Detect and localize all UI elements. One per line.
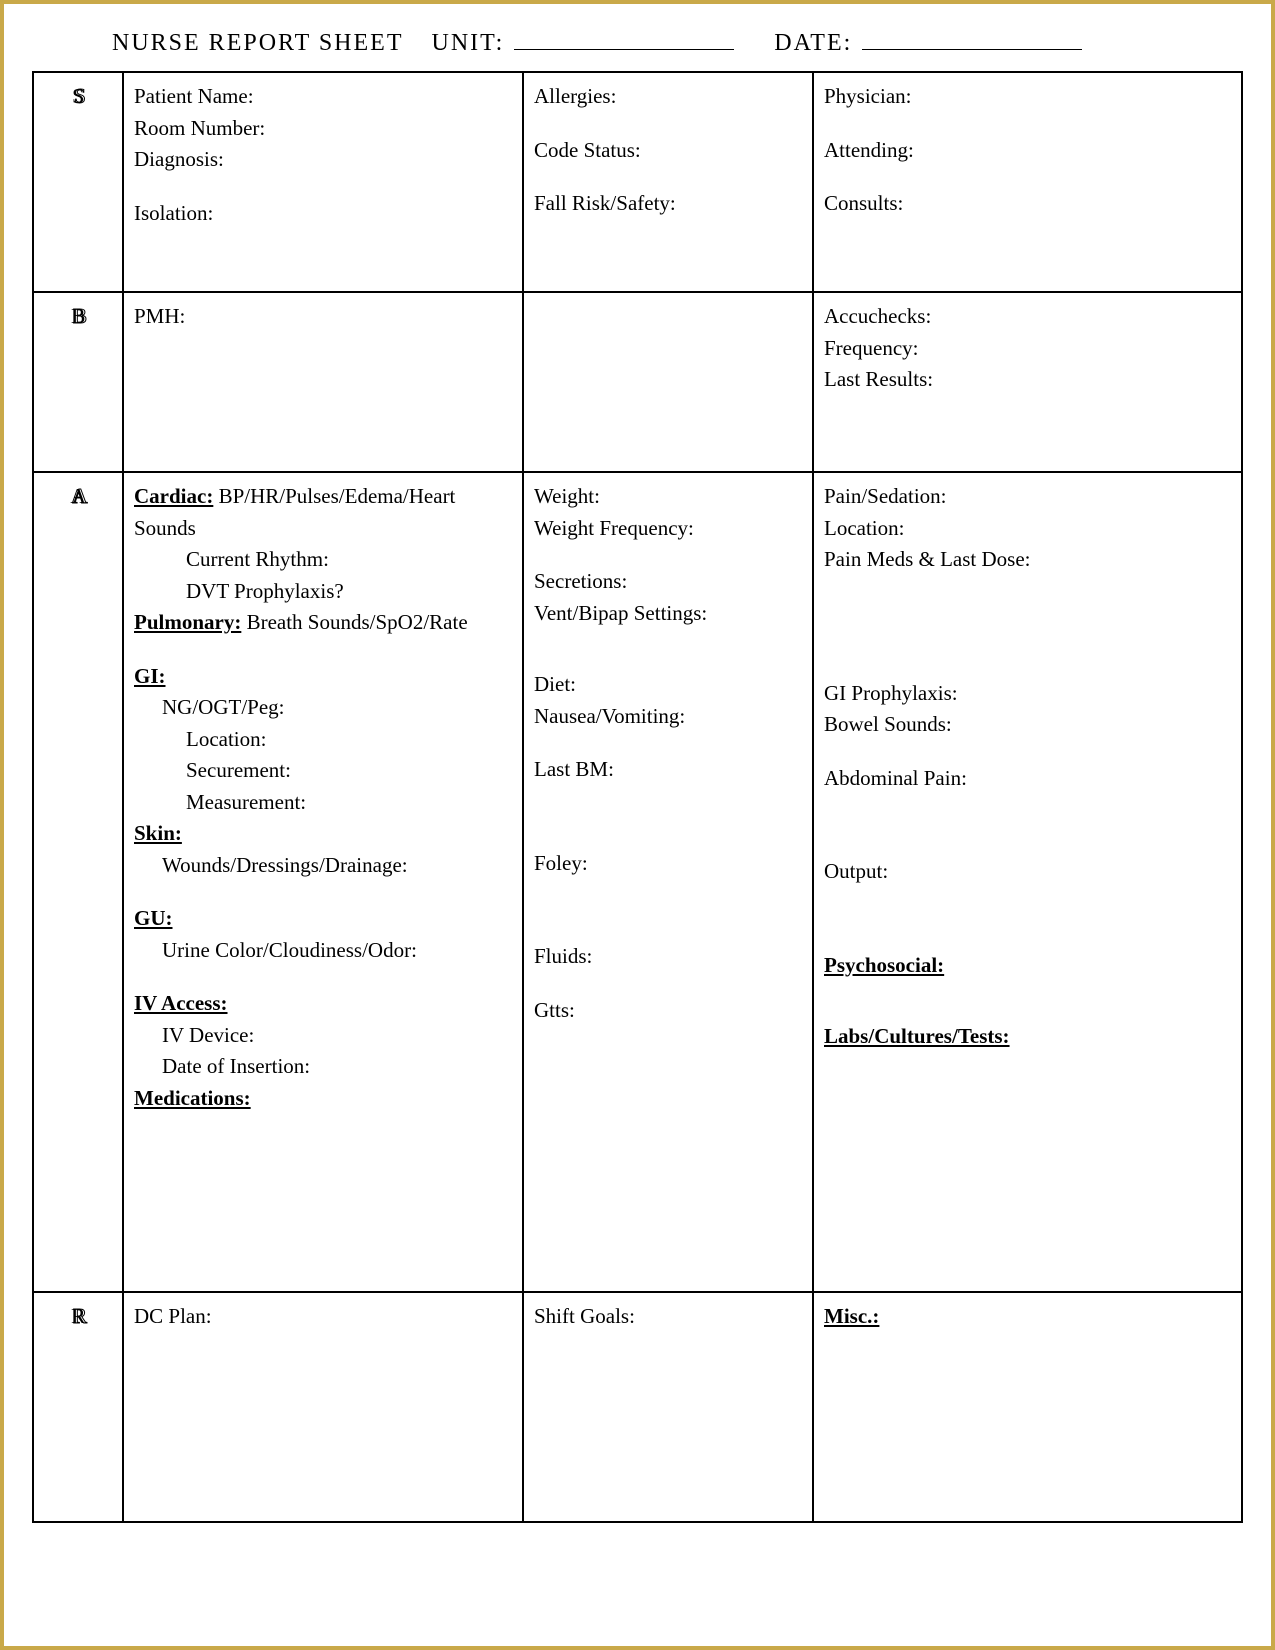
diet-label: Diet: bbox=[534, 669, 802, 701]
pain-meds-label: Pain Meds & Last Dose: bbox=[824, 544, 1231, 576]
vent-label: Vent/Bipap Settings: bbox=[534, 598, 802, 630]
gi-location-label: Location: bbox=[134, 724, 512, 756]
accuchecks-label: Accuchecks: bbox=[824, 301, 1231, 333]
s-col1: Patient Name: Room Number: Diagnosis: Is… bbox=[123, 72, 523, 292]
title: NURSE REPORT SHEET bbox=[112, 30, 403, 57]
iv-device-label: IV Device: bbox=[134, 1020, 512, 1052]
r-col2: Shift Goals: bbox=[523, 1292, 813, 1522]
diagnosis-label: Diagnosis: bbox=[134, 144, 512, 176]
r-col1: DC Plan: bbox=[123, 1292, 523, 1522]
date-blank[interactable] bbox=[862, 28, 1082, 50]
pain-location-label: Location: bbox=[824, 513, 1231, 545]
medications-heading: Medications: bbox=[134, 1083, 512, 1115]
wounds-label: Wounds/Dressings/Drainage: bbox=[134, 850, 512, 882]
measurement-label: Measurement: bbox=[134, 787, 512, 819]
urine-label: Urine Color/Cloudiness/Odor: bbox=[134, 935, 512, 967]
psychosocial-heading: Psychosocial: bbox=[824, 950, 1231, 982]
last-results-label: Last Results: bbox=[824, 364, 1231, 396]
row-recommendation: R DC Plan: Shift Goals: Misc.: bbox=[33, 1292, 1242, 1522]
a-col1: Cardiac: BP/HR/Pulses/Edema/Heart Sounds… bbox=[123, 472, 523, 1292]
row-background: B PMH: Accuchecks: Frequency: Last Resul… bbox=[33, 292, 1242, 472]
patient-name-label: Patient Name: bbox=[134, 81, 512, 113]
securement-label: Securement: bbox=[134, 755, 512, 787]
letter-r: R bbox=[33, 1292, 123, 1522]
letter-s: S bbox=[33, 72, 123, 292]
labs-heading: Labs/Cultures/Tests: bbox=[824, 1021, 1231, 1053]
consults-label: Consults: bbox=[824, 188, 1231, 220]
dvt-label: DVT Prophylaxis? bbox=[134, 576, 512, 608]
physician-label: Physician: bbox=[824, 81, 1231, 113]
ng-label: NG/OGT/Peg: bbox=[134, 692, 512, 724]
unit-blank[interactable] bbox=[514, 28, 734, 50]
row-situation: S Patient Name: Room Number: Diagnosis: … bbox=[33, 72, 1242, 292]
b-col2 bbox=[523, 292, 813, 472]
pmh-label: PMH: bbox=[134, 301, 512, 333]
attending-label: Attending: bbox=[824, 135, 1231, 167]
dc-plan-label: DC Plan: bbox=[134, 1301, 512, 1333]
unit-label: UNIT: bbox=[431, 30, 504, 57]
pulmonary-detail: Breath Sounds/SpO2/Rate bbox=[241, 610, 467, 634]
gi-prophylaxis-label: GI Prophylaxis: bbox=[824, 678, 1231, 710]
date-insertion-label: Date of Insertion: bbox=[134, 1051, 512, 1083]
b-col1: PMH: bbox=[123, 292, 523, 472]
room-number-label: Room Number: bbox=[134, 113, 512, 145]
weight-freq-label: Weight Frequency: bbox=[534, 513, 802, 545]
secretions-label: Secretions: bbox=[534, 566, 802, 598]
gtts-label: Gtts: bbox=[534, 995, 802, 1027]
fall-risk-label: Fall Risk/Safety: bbox=[534, 188, 802, 220]
s-col3: Physician: Attending: Consults: bbox=[813, 72, 1242, 292]
foley-label: Foley: bbox=[534, 848, 802, 880]
bowel-sounds-label: Bowel Sounds: bbox=[824, 709, 1231, 741]
allergies-label: Allergies: bbox=[534, 81, 802, 113]
skin-heading: Skin: bbox=[134, 818, 512, 850]
a-col3: Pain/Sedation: Location: Pain Meds & Las… bbox=[813, 472, 1242, 1292]
pulmonary-heading: Pulmonary: bbox=[134, 610, 241, 634]
pain-sedation-label: Pain/Sedation: bbox=[824, 481, 1231, 513]
sbar-table: S Patient Name: Room Number: Diagnosis: … bbox=[32, 71, 1243, 1523]
letter-a: A bbox=[33, 472, 123, 1292]
nausea-label: Nausea/Vomiting: bbox=[534, 701, 802, 733]
gi-heading: GI: bbox=[134, 661, 512, 693]
r-col3: Misc.: bbox=[813, 1292, 1242, 1522]
isolation-label: Isolation: bbox=[134, 198, 512, 230]
cardiac-heading: Cardiac: bbox=[134, 484, 213, 508]
b-col3: Accuchecks: Frequency: Last Results: bbox=[813, 292, 1242, 472]
a-col2: Weight: Weight Frequency: Secretions: Ve… bbox=[523, 472, 813, 1292]
gu-heading: GU: bbox=[134, 903, 512, 935]
frequency-label: Frequency: bbox=[824, 333, 1231, 365]
code-status-label: Code Status: bbox=[534, 135, 802, 167]
date-label: DATE: bbox=[774, 30, 852, 57]
fluids-label: Fluids: bbox=[534, 941, 802, 973]
letter-b: B bbox=[33, 292, 123, 472]
row-assessment: A Cardiac: BP/HR/Pulses/Edema/Heart Soun… bbox=[33, 472, 1242, 1292]
last-bm-label: Last BM: bbox=[534, 754, 802, 786]
shift-goals-label: Shift Goals: bbox=[534, 1301, 802, 1333]
header: NURSE REPORT SHEET UNIT: DATE: bbox=[32, 24, 1243, 71]
iv-access-heading: IV Access: bbox=[134, 988, 512, 1020]
output-label: Output: bbox=[824, 856, 1231, 888]
abdominal-pain-label: Abdominal Pain: bbox=[824, 763, 1231, 795]
s-col2: Allergies: Code Status: Fall Risk/Safety… bbox=[523, 72, 813, 292]
current-rhythm-label: Current Rhythm: bbox=[134, 544, 512, 576]
misc-heading: Misc.: bbox=[824, 1301, 1231, 1333]
weight-label: Weight: bbox=[534, 481, 802, 513]
